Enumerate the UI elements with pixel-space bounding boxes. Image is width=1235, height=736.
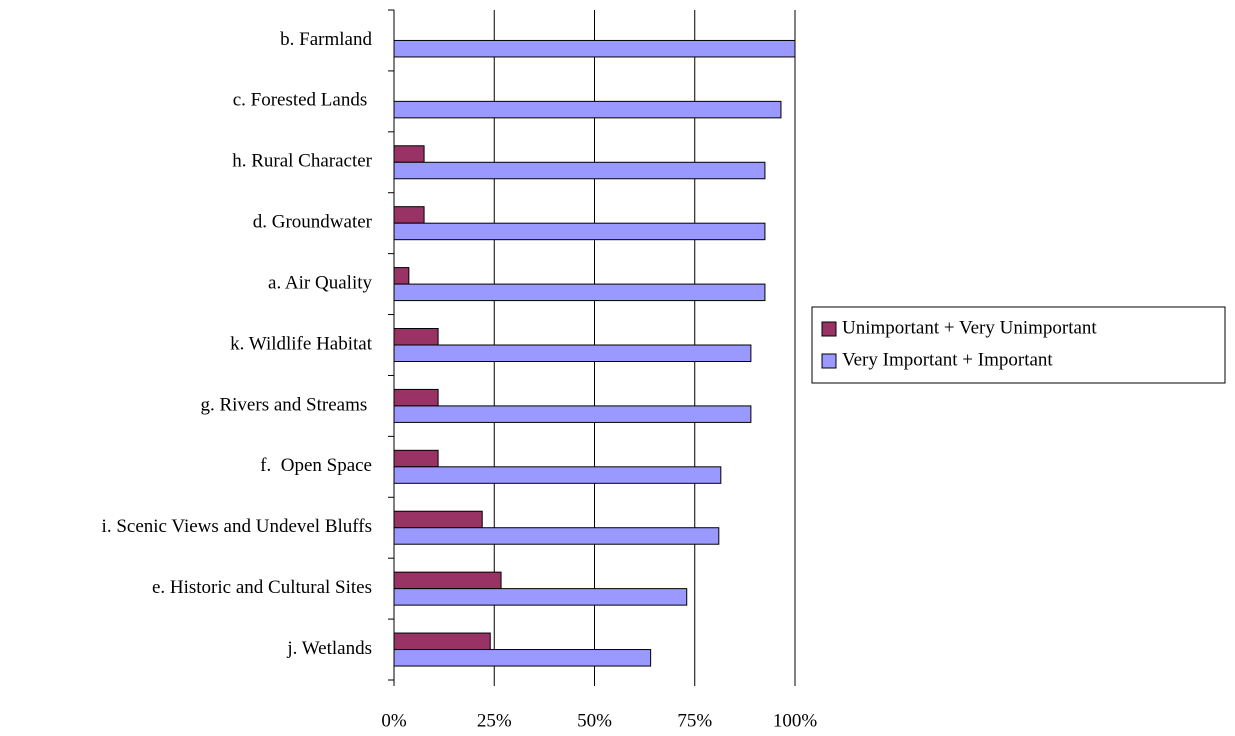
bar (393, 39, 796, 58)
y-tick-label: d. Groundwater (253, 212, 373, 233)
y-tick-label: k. Wildlife Habitat (230, 333, 373, 354)
y-tick-label: e. Historic and Cultural Sites (152, 577, 372, 598)
y-tick-label: j. Wetlands (286, 638, 372, 659)
x-tick-label: 100% (773, 710, 818, 731)
bar (393, 649, 652, 667)
legend-label: Very Important + Important (842, 349, 1053, 370)
bar (393, 100, 782, 119)
x-tick-label: 0% (381, 710, 407, 731)
bar (393, 283, 766, 302)
x-tick-label: 50% (577, 710, 612, 731)
bar (393, 632, 491, 651)
bar (393, 571, 502, 590)
y-tick-label: c. Forested Lands (233, 90, 372, 111)
y-tick-label: b. Farmland (280, 29, 372, 50)
bar (393, 222, 766, 241)
bar (393, 527, 720, 545)
bar (393, 344, 752, 362)
legend-label: Unimportant + Very Unimportant (842, 317, 1097, 338)
y-tick-label: i. Scenic Views and Undevel Bluffs (102, 516, 372, 537)
bar (393, 388, 439, 407)
legend-swatch (821, 353, 837, 369)
y-tick-label: g. Rivers and Streams (200, 394, 372, 415)
legend-swatch (821, 321, 837, 337)
y-tick-label: h. Rural Character (232, 151, 372, 172)
bar (393, 449, 439, 468)
bar (393, 588, 688, 606)
bar (393, 466, 722, 484)
x-tick-label: 25% (477, 710, 512, 731)
legend-box (811, 306, 1226, 384)
bar (393, 267, 410, 285)
bar (393, 161, 766, 180)
y-tick-label: a. Air Quality (268, 272, 372, 293)
bar (393, 328, 439, 346)
bar (393, 206, 425, 224)
bar (393, 510, 483, 529)
y-tick-label: f. Open Space (260, 455, 372, 476)
x-tick-label: 75% (677, 710, 712, 731)
bar (393, 405, 752, 423)
bar (393, 145, 425, 163)
